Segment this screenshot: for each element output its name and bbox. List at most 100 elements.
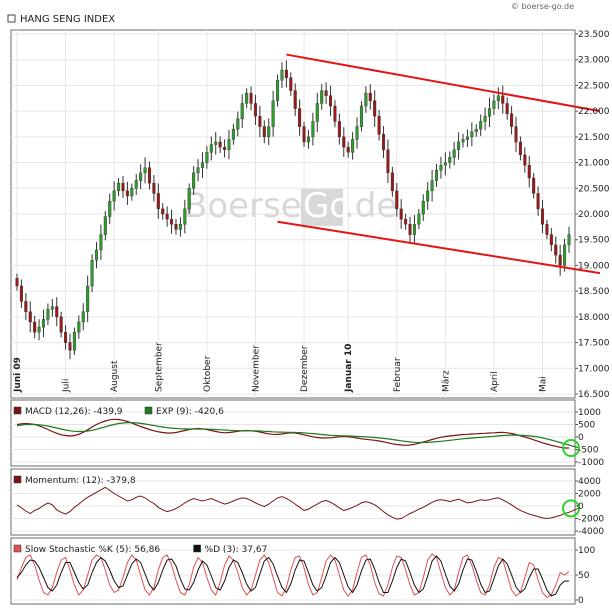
candle-up bbox=[492, 100, 496, 109]
candle-down bbox=[368, 92, 372, 102]
candle-up bbox=[46, 308, 50, 320]
candle-down bbox=[121, 182, 125, 192]
candle-up bbox=[306, 136, 310, 143]
title-checkbox[interactable] bbox=[7, 14, 16, 23]
momentum-lines bbox=[16, 486, 580, 520]
candle-down bbox=[262, 126, 266, 138]
stochastic-k-line bbox=[16, 553, 570, 599]
price-ytick-label: 16.500 bbox=[578, 390, 610, 400]
candle-up bbox=[479, 121, 483, 130]
indicator-ytick-label: 1000 bbox=[578, 408, 601, 418]
candle-up bbox=[280, 69, 284, 81]
candle-down bbox=[258, 116, 262, 127]
momentum-legend: Momentum: (12): -379,8 bbox=[13, 475, 136, 486]
candle-up bbox=[448, 157, 452, 163]
candle-down bbox=[33, 321, 37, 333]
indicator-ytick-label: 2000 bbox=[578, 490, 601, 500]
macd-y-axis: -1000 -500 0 500 1000 bbox=[575, 408, 604, 468]
candle-up bbox=[434, 170, 439, 181]
trend-line-upper bbox=[286, 53, 601, 113]
candle-down bbox=[170, 218, 174, 225]
candle-down bbox=[293, 90, 297, 109]
candle-down bbox=[545, 224, 549, 235]
candle-up bbox=[439, 164, 443, 171]
candle-down bbox=[505, 103, 509, 114]
candle-down bbox=[510, 113, 514, 127]
candle-up bbox=[470, 131, 474, 138]
candle-up bbox=[567, 234, 571, 246]
watermark-part2: Go bbox=[303, 186, 350, 226]
macd-signal-line bbox=[16, 422, 578, 449]
candle-down bbox=[165, 213, 169, 220]
candle-up bbox=[412, 224, 416, 235]
candle-up bbox=[112, 190, 116, 202]
stochastic-grid bbox=[11, 549, 575, 601]
candle-down bbox=[147, 167, 152, 184]
price-candles bbox=[15, 60, 571, 360]
legend-label: Momentum: (12): -379,8 bbox=[25, 476, 136, 486]
candle-down bbox=[342, 136, 346, 148]
indicator-ytick-label: -4000 bbox=[578, 527, 604, 537]
month-label: Juli bbox=[62, 379, 72, 393]
candle-up bbox=[417, 213, 421, 225]
candle-up bbox=[99, 234, 103, 251]
candle-down bbox=[24, 301, 28, 312]
candle-down bbox=[373, 100, 377, 117]
candle-up bbox=[183, 208, 187, 225]
candle-up bbox=[187, 188, 191, 210]
candle-up bbox=[271, 100, 275, 127]
price-ytick-label: 19.000 bbox=[578, 261, 610, 271]
candle-up bbox=[81, 311, 85, 323]
candle-up bbox=[364, 92, 368, 107]
month-label: April bbox=[490, 371, 500, 392]
legend-label: MACD (12,26): -439,9 bbox=[25, 407, 123, 417]
candle-down bbox=[518, 141, 522, 156]
price-ytick-label: 19.500 bbox=[578, 236, 610, 246]
candle-down bbox=[161, 208, 165, 215]
month-label: August bbox=[110, 360, 120, 392]
macd-panel: MACD (12,26): -439,9 EXP (9): -420,6 -100… bbox=[10, 399, 604, 468]
candle-down bbox=[218, 141, 222, 148]
price-ytick-label: 17.500 bbox=[578, 339, 610, 349]
candle-up bbox=[50, 306, 54, 310]
watermark-part3: .de bbox=[344, 186, 397, 226]
month-label: Oktober bbox=[203, 355, 213, 392]
momentum-line bbox=[16, 486, 579, 520]
candle-down bbox=[540, 208, 545, 225]
candle-up bbox=[315, 103, 319, 122]
month-label: Dezember bbox=[300, 345, 310, 392]
candle-up bbox=[240, 103, 244, 120]
candle-down bbox=[549, 234, 553, 246]
candle-down bbox=[501, 95, 505, 104]
legend-swatch bbox=[13, 544, 22, 553]
candle-down bbox=[337, 121, 341, 138]
candle-up bbox=[430, 180, 434, 192]
candle-down bbox=[125, 190, 129, 197]
watermark-box bbox=[301, 189, 343, 226]
indicator-ytick-label: 50 bbox=[578, 571, 590, 581]
trend-lines bbox=[277, 53, 601, 275]
candle-up bbox=[311, 121, 315, 138]
candle-up bbox=[320, 90, 324, 104]
candle-up bbox=[426, 190, 430, 202]
candle-down bbox=[28, 311, 32, 323]
candle-down bbox=[19, 285, 23, 302]
candle-down bbox=[298, 108, 302, 127]
chart-title: HANG SENG INDEX bbox=[20, 14, 115, 25]
candle-down bbox=[395, 190, 399, 210]
price-y-axis: 16.500 17.000 17.500 18.000 18.500 19.000 19.5… bbox=[575, 30, 610, 400]
indicator-ytick-label: 0 bbox=[578, 502, 584, 512]
candle-up bbox=[359, 105, 363, 127]
candle-down bbox=[55, 306, 59, 318]
price-ytick-label: 22.000 bbox=[578, 107, 610, 117]
month-labels: Juni 09 Juli August September Oktober Novembe… bbox=[13, 342, 549, 393]
legend-swatch bbox=[193, 544, 201, 553]
candle-up bbox=[474, 128, 478, 132]
candle-up bbox=[563, 244, 567, 266]
legend-swatch bbox=[13, 475, 22, 484]
candle-down bbox=[249, 92, 253, 104]
candle-down bbox=[554, 244, 558, 256]
candle-down bbox=[289, 77, 293, 91]
candle-down bbox=[386, 149, 390, 174]
